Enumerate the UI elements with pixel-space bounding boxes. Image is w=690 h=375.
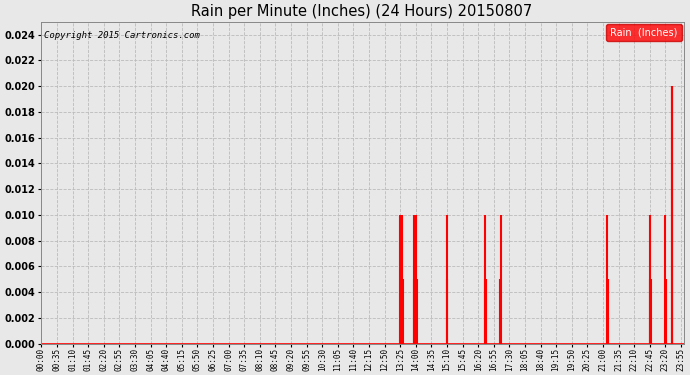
- Title: Rain per Minute (Inches) (24 Hours) 20150807: Rain per Minute (Inches) (24 Hours) 2015…: [191, 4, 533, 19]
- Text: Copyright 2015 Cartronics.com: Copyright 2015 Cartronics.com: [43, 32, 199, 40]
- Legend: Rain  (Inches): Rain (Inches): [607, 24, 682, 42]
